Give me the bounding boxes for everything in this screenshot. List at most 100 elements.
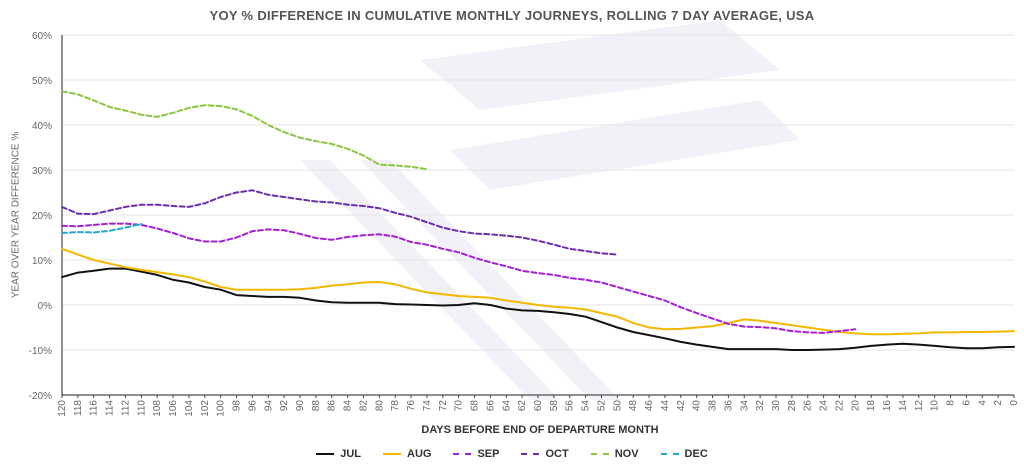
x-tick-label: 30: [771, 400, 782, 412]
x-tick-label: 68: [470, 400, 481, 412]
x-tick-label: 62: [517, 400, 528, 412]
x-tick-label: 80: [374, 400, 385, 412]
x-tick-label: 110: [136, 400, 147, 416]
x-tick-label: 104: [184, 400, 195, 417]
x-tick-label: 26: [803, 400, 814, 412]
x-tick-label: 12: [914, 400, 925, 412]
x-tick-label: 50: [612, 400, 623, 412]
x-tick-label: 32: [755, 400, 766, 412]
chart-legend: JUL AUG SEP OCT NOV DEC: [0, 448, 1024, 460]
x-tick-label: 54: [581, 400, 592, 412]
x-tick-label: 44: [660, 400, 671, 412]
x-tick-label: 56: [565, 400, 576, 412]
series-line-dec: [61, 223, 143, 234]
x-tick-label: 82: [358, 400, 369, 412]
y-tick-label: 60%: [32, 31, 52, 42]
series-line-sep: [61, 222, 857, 334]
x-tick-label: 58: [549, 400, 560, 412]
legend-item-aug: AUG: [383, 448, 431, 460]
legend-swatch: [383, 453, 401, 455]
legend-item-nov: NOV: [590, 448, 639, 460]
x-tick-label: 60: [533, 400, 544, 412]
x-axis-label: DAYS BEFORE END OF DEPARTURE MONTH: [421, 424, 659, 436]
x-tick-label: 22: [834, 400, 845, 412]
legend-item-dec: DEC: [660, 448, 708, 460]
x-tick-label: 16: [882, 400, 893, 412]
x-tick-label: 76: [406, 400, 417, 412]
series-line-nov: [61, 90, 428, 171]
series-line-oct: [61, 189, 619, 256]
x-tick-label: 72: [438, 400, 449, 412]
y-tick-label: 20%: [32, 211, 52, 222]
legend-label: NOV: [614, 448, 639, 460]
x-tick-label: 18: [866, 400, 877, 412]
series-line-jul: [61, 267, 1015, 351]
x-tick-label: 28: [787, 400, 798, 412]
watermark-shape-0: [420, 20, 780, 110]
legend-item-sep: SEP: [453, 448, 499, 460]
x-tick-label: 52: [596, 400, 607, 412]
y-tick-label: 50%: [32, 76, 52, 87]
x-tick-label: 84: [343, 400, 354, 412]
legend-item-oct: OCT: [521, 448, 569, 460]
x-tick-label: 100: [216, 400, 227, 417]
x-tick-label: 90: [295, 400, 306, 412]
x-tick-label: 42: [676, 400, 687, 412]
x-tick-label: 46: [644, 400, 655, 412]
watermark-shape-3: [360, 160, 620, 400]
y-tick-label: -10%: [29, 346, 52, 357]
x-tick-label: 120: [57, 400, 68, 417]
x-tick-label: 6: [961, 400, 972, 406]
x-tick-label: 94: [263, 400, 274, 412]
x-tick-label: 92: [279, 400, 290, 412]
x-tick-label: 106: [168, 400, 179, 417]
x-tick-label: 36: [723, 400, 734, 412]
legend-swatch: [453, 453, 472, 455]
x-tick-label: 2: [993, 400, 1004, 406]
watermark-shape-1: [450, 100, 800, 190]
x-tick-label: 20: [850, 400, 861, 412]
x-tick-label: 14: [898, 400, 909, 412]
x-tick-label: 0: [1009, 400, 1020, 406]
x-tick-label: 78: [390, 400, 401, 412]
x-tick-label: 8: [946, 400, 957, 406]
x-tick-label: 116: [89, 400, 100, 416]
legend-swatch: [521, 453, 540, 455]
x-tick-label: 66: [485, 400, 496, 412]
x-tick-label: 34: [739, 400, 750, 412]
legend-label: OCT: [545, 448, 569, 460]
x-tick-label: 98: [232, 400, 243, 412]
legend-label: AUG: [407, 448, 432, 460]
legend-swatch: [590, 453, 609, 455]
x-tick-label: 118: [73, 400, 84, 416]
y-tick-label: 30%: [32, 166, 52, 177]
y-tick-label: -20%: [29, 391, 52, 402]
watermark-shape-2: [300, 160, 560, 400]
x-tick-label: 70: [454, 400, 465, 412]
x-tick-label: 64: [501, 400, 512, 412]
series-line-aug: [61, 247, 1015, 336]
y-tick-label: 0%: [38, 301, 53, 312]
legend-swatch: [660, 453, 679, 455]
legend-label: SEP: [477, 448, 500, 460]
x-tick-label: 102: [200, 400, 211, 417]
legend-label: JUL: [340, 448, 361, 460]
x-tick-label: 88: [311, 400, 322, 412]
y-tick-label: 10%: [32, 256, 52, 267]
x-tick-label: 48: [628, 400, 639, 412]
x-tick-label: 24: [819, 400, 830, 412]
x-tick-label: 74: [422, 400, 433, 412]
chart-title: YOY % DIFFERENCE IN CUMULATIVE MONTHLY J…: [209, 8, 815, 23]
x-tick-label: 112: [120, 400, 131, 416]
x-tick-label: 86: [327, 400, 338, 412]
x-tick-label: 38: [708, 400, 719, 412]
y-tick-label: 40%: [32, 121, 52, 132]
x-tick-label: 4: [977, 400, 988, 406]
x-tick-label: 40: [692, 400, 703, 412]
legend-item-jul: JUL: [316, 448, 361, 460]
legend-swatch: [316, 453, 335, 455]
x-tick-label: 114: [105, 400, 116, 416]
legend-label: DEC: [684, 448, 708, 460]
x-tick-label: 10: [930, 400, 941, 412]
